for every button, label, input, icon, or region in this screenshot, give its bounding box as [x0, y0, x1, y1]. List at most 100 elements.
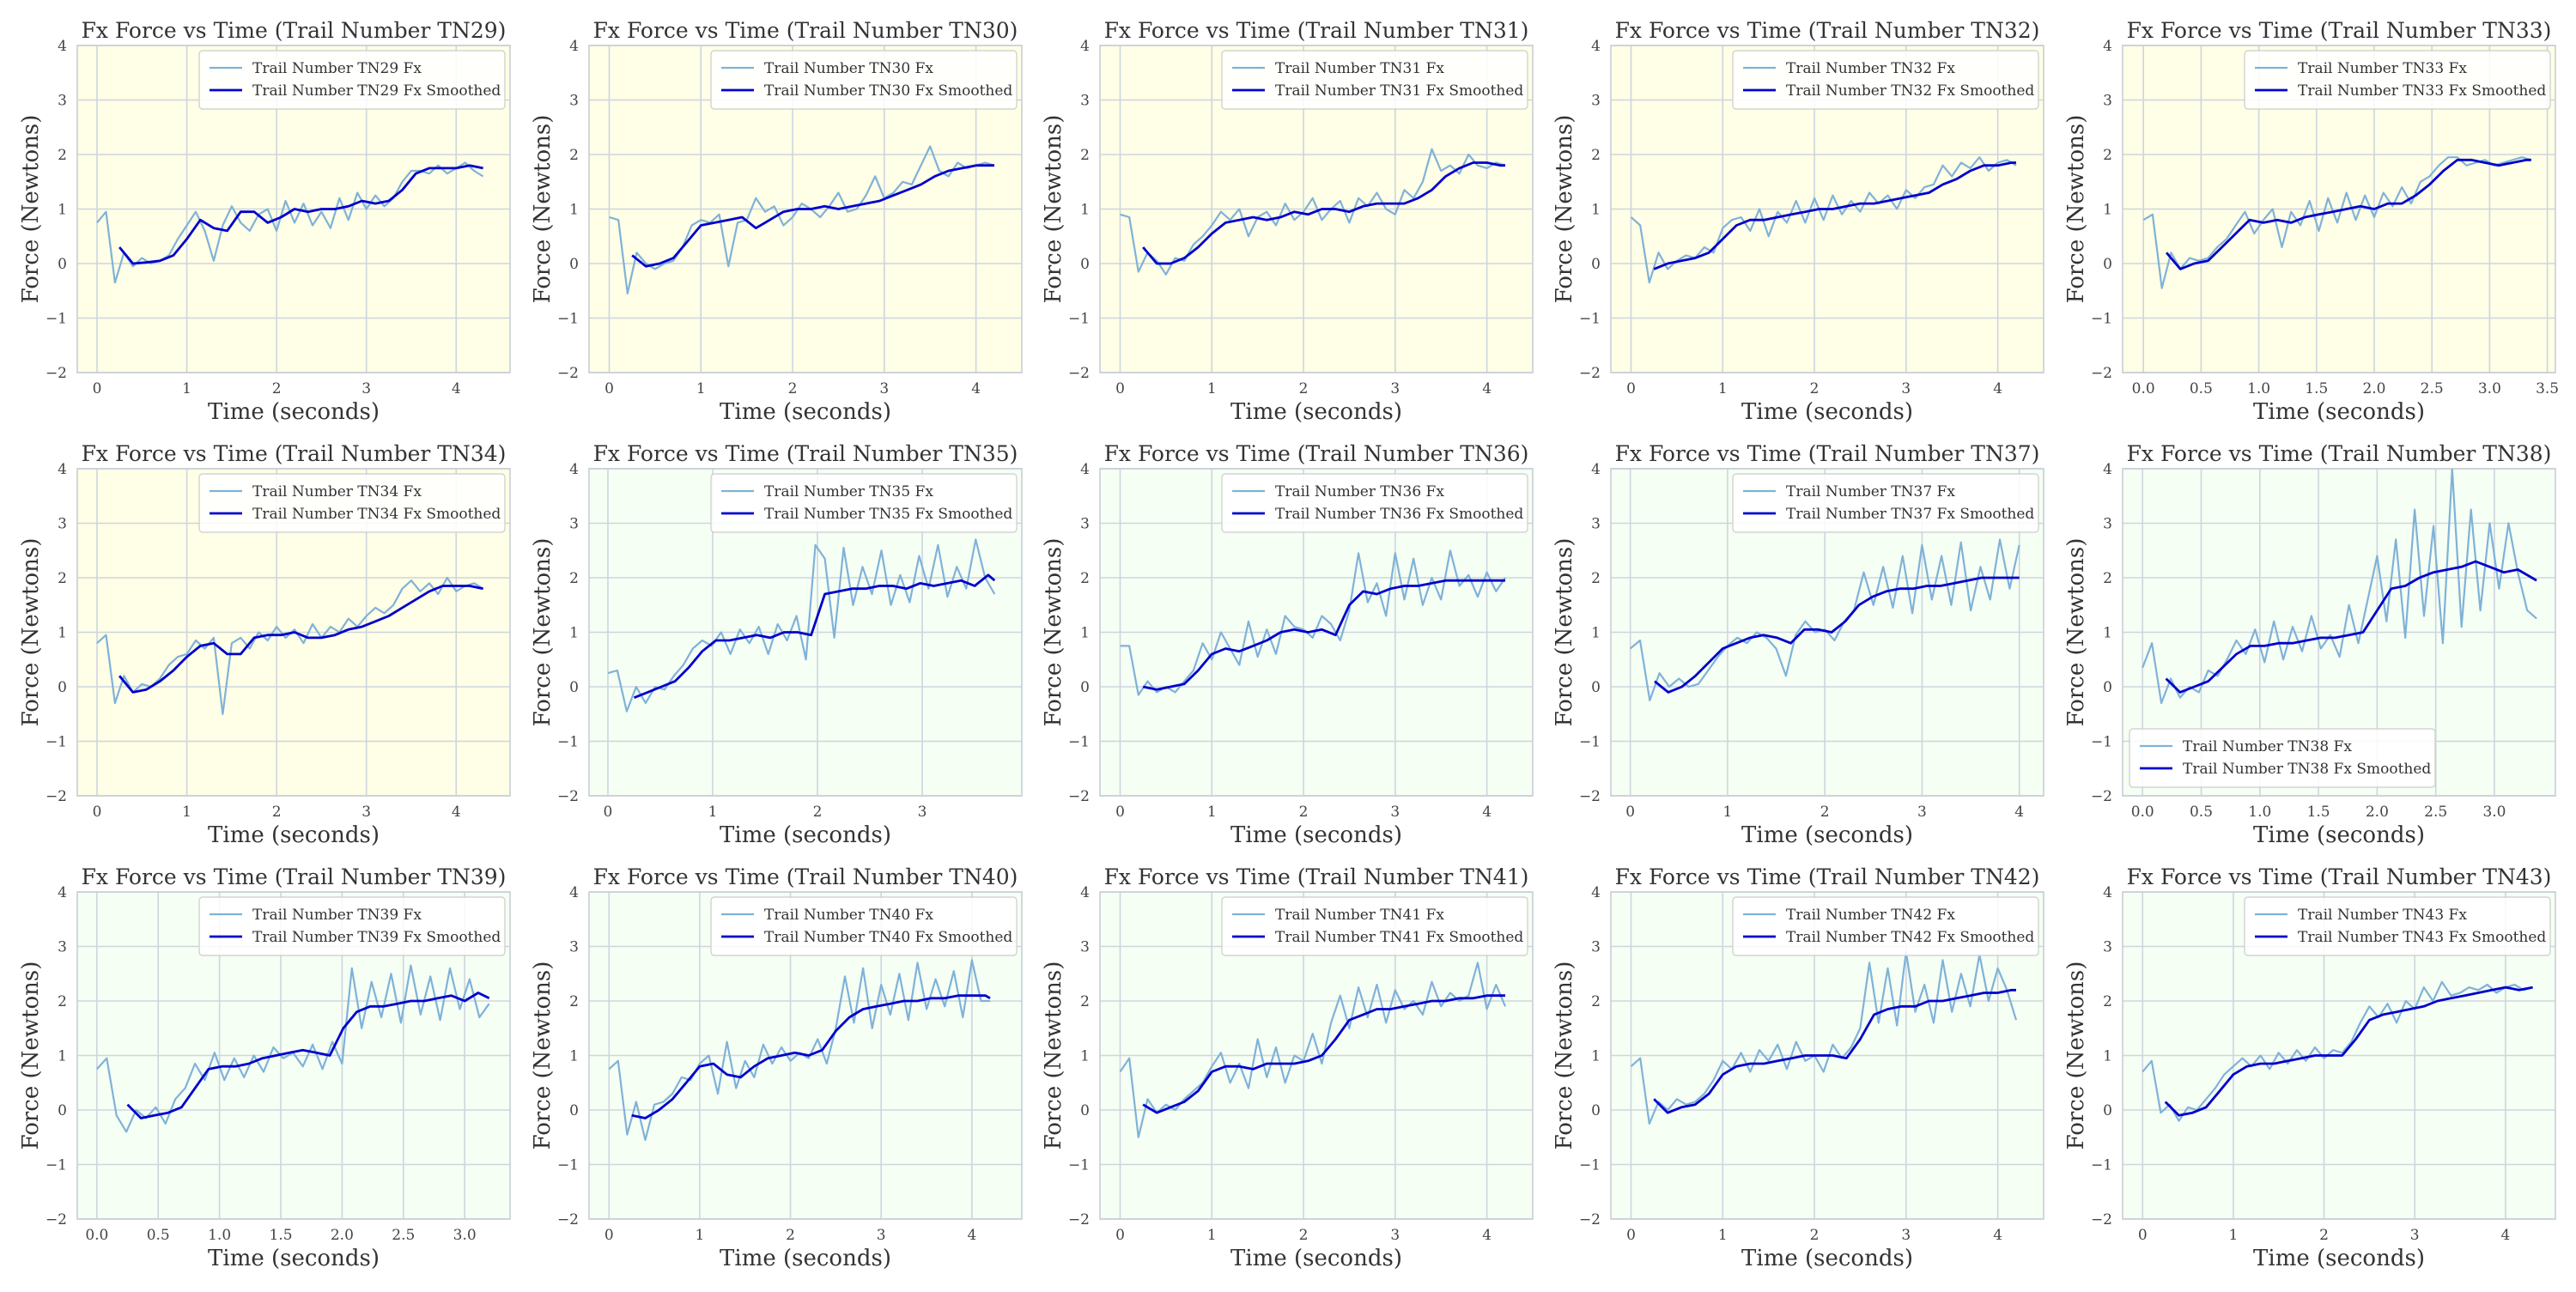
- y-tick-label: 0: [58, 256, 67, 273]
- x-tick-label: 1: [708, 804, 718, 821]
- x-tick-label: 1: [1207, 380, 1217, 397]
- y-tick-label: 2: [58, 570, 67, 587]
- x-axis-label: Time (seconds): [1230, 399, 1402, 425]
- legend-label: Trail Number TN35 Fx Smoothed: [764, 506, 1012, 523]
- legend: Trail Number TN33 Fx Trail Number TN33 Fx…: [2244, 50, 2551, 110]
- x-tick-label: 0: [1115, 1227, 1125, 1244]
- x-tick-label: 2.5: [2424, 804, 2447, 821]
- legend: Trail Number TN39 Fx Trail Number TN39 Fx…: [198, 896, 506, 956]
- y-tick-label: −2: [1068, 1211, 1090, 1228]
- legend-label: Trail Number TN40 Fx Smoothed: [764, 929, 1012, 946]
- x-axis-label: Time (seconds): [720, 822, 891, 848]
- x-axis-label: Time (seconds): [720, 399, 891, 425]
- legend-box: [710, 473, 1018, 533]
- legend: Trail Number TN37 Fx Trail Number TN37 Fx…: [1732, 473, 2039, 533]
- x-axis-label: Time (seconds): [1741, 399, 1913, 425]
- y-tick-label: −2: [1068, 788, 1090, 805]
- x-tick-label: 3: [1901, 1227, 1911, 1244]
- x-tick-label: 1: [182, 380, 191, 397]
- y-tick-label: 1: [1591, 625, 1601, 642]
- x-tick-label: 4: [452, 804, 461, 821]
- x-tick-label: 2: [788, 380, 798, 397]
- y-axis-label: Force (Newtons): [530, 538, 556, 727]
- legend-label: Trail Number TN43 Fx: [2298, 907, 2467, 924]
- y-tick-label: 1: [1080, 202, 1090, 219]
- axes-frame: [1610, 45, 2044, 373]
- x-axis-label: Time (seconds): [1741, 1246, 1913, 1271]
- x-tick-label: 2.5: [392, 1227, 415, 1244]
- y-tick-label: 4: [1080, 884, 1090, 901]
- x-tick-label: 1: [695, 1227, 704, 1244]
- x-tick-label: 3: [1901, 380, 1911, 397]
- y-tick-label: −1: [2091, 734, 2112, 751]
- x-tick-label: 1: [1718, 380, 1728, 397]
- legend: Trail Number TN43 Fx Trail Number TN43 Fx…: [2244, 896, 2551, 956]
- x-tick-label: 4: [1482, 1227, 1492, 1244]
- y-tick-label: −2: [1068, 365, 1090, 382]
- y-axis-label: Force (Newtons): [1552, 961, 1577, 1150]
- chart-title: Fx Force vs Time (Trail Number TN40): [593, 864, 1018, 889]
- y-tick-label: 3: [1591, 516, 1601, 533]
- legend-label: Trail Number TN39 Fx Smoothed: [252, 929, 501, 946]
- x-tick-label: 3: [879, 380, 889, 397]
- y-tick-label: −1: [1068, 734, 1090, 751]
- y-tick-label: 4: [569, 461, 579, 478]
- y-tick-label: 2: [1080, 147, 1090, 164]
- x-tick-label: 0.0: [2131, 804, 2154, 821]
- chart-title: Fx Force vs Time (Trail Number TN30): [593, 18, 1018, 43]
- y-tick-label: 2: [58, 147, 67, 164]
- y-tick-label: −1: [1068, 311, 1090, 328]
- y-tick-label: 3: [1591, 93, 1601, 110]
- axes-frame: [76, 891, 511, 1220]
- y-tick-label: 0: [569, 256, 579, 273]
- y-tick-label: −1: [1579, 734, 1601, 751]
- axes-frame: [588, 468, 1023, 797]
- legend-label: Trail Number TN41 Fx Smoothed: [1275, 929, 1523, 946]
- y-axis-label: Force (Newtons): [2063, 538, 2089, 727]
- y-tick-label: 4: [1591, 461, 1601, 478]
- smoothed-series-line: [1142, 579, 1505, 691]
- x-tick-label: 0.5: [147, 1227, 170, 1244]
- y-axis-label: Force (Newtons): [1552, 538, 1577, 727]
- y-tick-label: 2: [1591, 147, 1601, 164]
- x-tick-label: 2.0: [2366, 804, 2389, 821]
- y-tick-label: 2: [569, 993, 579, 1010]
- legend: Trail Number TN29 Fx Trail Number TN29 Fx…: [198, 50, 506, 110]
- y-tick-label: 1: [569, 202, 579, 219]
- x-tick-label: 3.0: [2482, 804, 2506, 821]
- axes-frame: [588, 891, 1023, 1220]
- y-tick-label: −2: [1579, 365, 1601, 382]
- raw-series-line: [607, 538, 996, 713]
- y-tick-label: 0: [58, 679, 67, 696]
- chart-title: Fx Force vs Time (Trail Number TN42): [1615, 864, 2040, 889]
- x-tick-label: 1: [2228, 1227, 2238, 1244]
- legend: Trail Number TN41 Fx Trail Number TN41 Fx…: [1221, 896, 1528, 956]
- subplot-2: 0 1 2 3 4 −2 −1 0 1 2 3 4 Fx Force vs Time (Trail Nu…: [1041, 18, 1534, 425]
- x-axis-label: Time (seconds): [1230, 822, 1402, 848]
- x-tick-label: 3: [1390, 1227, 1400, 1244]
- legend-label: Trail Number TN42 Fx Smoothed: [1786, 929, 2034, 946]
- legend-label: Trail Number TN33 Fx Smoothed: [2298, 82, 2546, 100]
- subplot-10: 0.0 0.5 1.0 1.5 2.0 2.5 3.0 −2 −1 0 1 2 3 4 Fx Force v…: [18, 864, 511, 1271]
- y-tick-label: 2: [569, 570, 579, 587]
- axes-frame: [1099, 891, 1534, 1220]
- y-axis-label: Force (Newtons): [18, 961, 44, 1150]
- y-tick-label: 4: [569, 38, 579, 55]
- subplot-8: 0 1 2 3 4 −2 −1 0 1 2 3 4 Fx Force vs Time (Trail Nu…: [1552, 441, 2044, 848]
- legend: Trail Number TN30 Fx Trail Number TN30 Fx…: [710, 50, 1018, 110]
- x-tick-label: 0: [93, 380, 102, 397]
- axes-frame: [2122, 468, 2556, 797]
- x-tick-label: 3: [1917, 804, 1927, 821]
- y-tick-label: 2: [2103, 147, 2112, 164]
- x-axis-label: Time (seconds): [208, 399, 380, 425]
- x-tick-label: 4: [1482, 804, 1492, 821]
- y-tick-label: −1: [46, 734, 67, 751]
- x-tick-label: 0: [93, 804, 102, 821]
- x-tick-label: 2.0: [2362, 380, 2385, 397]
- raw-series-line: [609, 145, 995, 294]
- x-tick-label: 1: [696, 380, 706, 397]
- subplot-3: 0 1 2 3 4 −2 −1 0 1 2 3 4 Fx Force vs Time (Trail Nu…: [1552, 18, 2044, 425]
- y-tick-label: −2: [46, 788, 67, 805]
- y-tick-label: 2: [2103, 993, 2112, 1010]
- smoothed-series-line: [1653, 988, 2016, 1114]
